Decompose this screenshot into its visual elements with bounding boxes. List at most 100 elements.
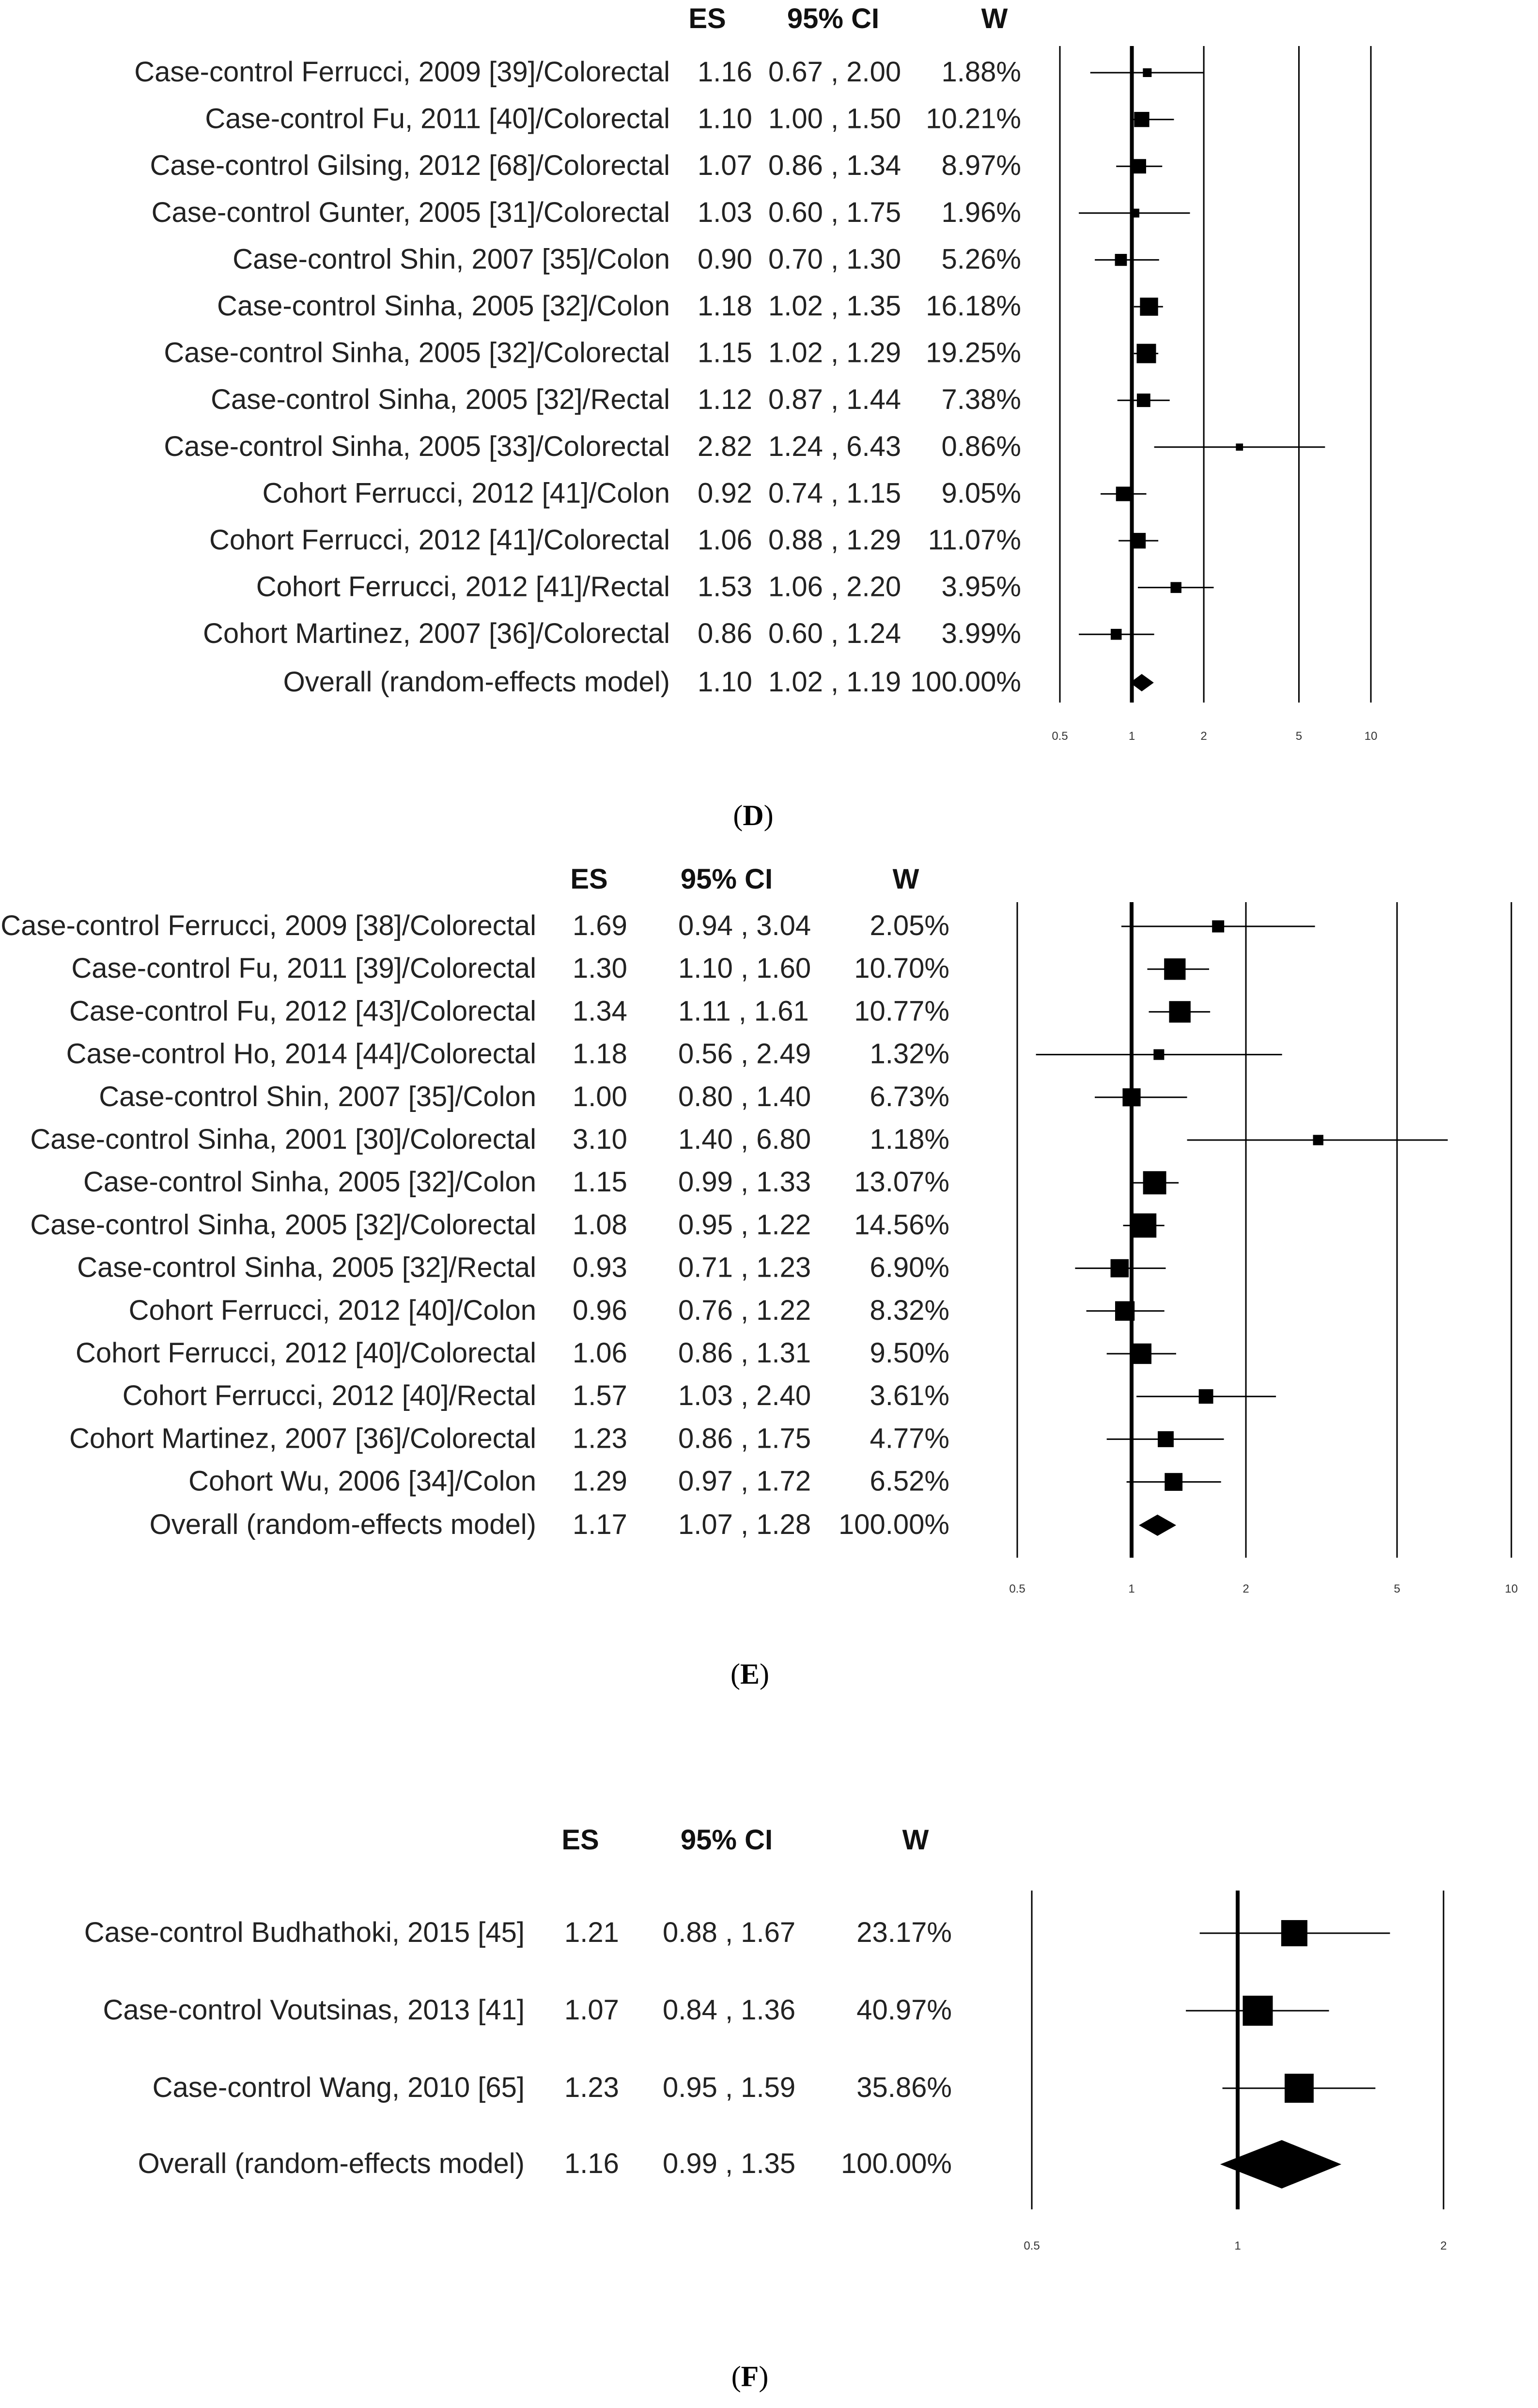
overall-ci: 0.99 , 1.35: [663, 2148, 795, 2179]
study-label: Case-control Fu, 2011 [40]/Colorectal: [205, 103, 670, 135]
study-label: Case-control Wang, 2010 [65]: [153, 2072, 525, 2103]
x-tick-label: 10: [1365, 730, 1378, 743]
study-weight: 3.61%: [870, 1380, 949, 1411]
study-label: Case-control Shin, 2007 [35]/Colon: [99, 1081, 536, 1112]
study-point-box: [1131, 1343, 1152, 1364]
study-point-box: [1158, 1431, 1174, 1447]
overall-label: Overall (random-effects model): [150, 1509, 536, 1540]
study-label: Cohort Wu, 2006 [34]/Colon: [188, 1466, 536, 1497]
study-weight: 4.77%: [870, 1423, 949, 1454]
study-label: Case-control Sinha, 2005 [32]/Rectal: [211, 384, 670, 415]
study-ci: 0.86 , 1.31: [678, 1337, 811, 1369]
study-ci: 1.10 , 1.60: [678, 953, 811, 984]
study-label: Cohort Ferrucci, 2012 [40]/Colon: [129, 1295, 536, 1326]
x-tick-label: 10: [1505, 1582, 1518, 1595]
overall-diamond: [1130, 674, 1154, 691]
study-es: 0.93: [573, 1252, 627, 1283]
study-label: Case-control Gunter, 2005 [31]/Colorecta…: [152, 197, 670, 228]
study-weight: 1.88%: [942, 56, 1021, 88]
study-es: 1.57: [573, 1380, 627, 1411]
study-point-box: [1284, 2074, 1314, 2103]
study-label: Cohort Ferrucci, 2012 [41]/Rectal: [256, 571, 670, 603]
study-es: 1.29: [573, 1466, 627, 1497]
x-tick-label: 0.5: [1009, 1582, 1025, 1595]
study-point-box: [1110, 1259, 1129, 1278]
study-ci: 0.67 , 2.00: [768, 56, 901, 88]
study-point-box: [1281, 1920, 1307, 1947]
study-ci: 0.76 , 1.22: [678, 1295, 811, 1326]
x-tick-label: 2: [1243, 1582, 1249, 1595]
study-es: 1.06: [573, 1337, 627, 1369]
x-tick-label: 5: [1296, 730, 1302, 743]
study-weight: 35.86%: [856, 2072, 952, 2103]
x-tick-label: 1: [1129, 730, 1135, 743]
study-es: 1.18: [573, 1038, 627, 1070]
header-95ci: 95% CI: [681, 1824, 773, 1856]
study-ci: 0.87 , 1.44: [768, 384, 901, 415]
panel-caption: (D): [733, 799, 773, 831]
study-weight: 10.77%: [854, 995, 949, 1027]
study-ci: 0.94 , 3.04: [678, 910, 811, 941]
overall-ci: 1.02 , 1.19: [768, 666, 901, 698]
study-ci: 0.84 , 1.36: [663, 1994, 795, 2026]
panel-caption: (F): [731, 2361, 769, 2392]
study-ci: 0.86 , 1.34: [768, 150, 901, 181]
study-ci: 0.80 , 1.40: [678, 1081, 811, 1112]
study-weight: 3.99%: [942, 618, 1021, 649]
study-es: 1.03: [698, 197, 752, 228]
study-point-box: [1143, 1171, 1166, 1195]
study-weight: 8.32%: [870, 1295, 949, 1326]
study-es: 3.10: [573, 1124, 627, 1155]
study-weight: 0.86%: [942, 431, 1021, 462]
caption-close-paren: ): [764, 799, 774, 831]
caption-close-paren: ): [760, 1658, 769, 1690]
study-es: 1.12: [698, 384, 752, 415]
caption-open-paren: (: [733, 799, 743, 831]
study-ci: 0.56 , 2.49: [678, 1038, 811, 1070]
study-weight: 1.96%: [942, 197, 1021, 228]
study-point-box: [1132, 159, 1146, 174]
study-ci: 0.70 , 1.30: [768, 243, 901, 275]
study-ci: 0.95 , 1.22: [678, 1209, 811, 1240]
study-weight: 6.90%: [870, 1252, 949, 1283]
study-weight: 19.25%: [926, 337, 1021, 369]
caption-open-paren: (: [730, 1658, 740, 1690]
caption-letter: D: [743, 799, 763, 831]
overall-weight: 100.00%: [839, 1509, 949, 1540]
caption-close-paren: ): [759, 2361, 768, 2392]
x-tick-label: 0.5: [1052, 730, 1068, 743]
study-es: 1.23: [564, 2072, 619, 2103]
study-label: Case-control Ferrucci, 2009 [38]/Colorec…: [0, 910, 536, 941]
header-es: ES: [570, 863, 607, 895]
study-es: 1.00: [573, 1081, 627, 1112]
study-label: Cohort Ferrucci, 2012 [41]/Colon: [263, 477, 670, 509]
study-label: Cohort Ferrucci, 2012 [40]/Colorectal: [76, 1337, 536, 1369]
study-weight: 6.52%: [870, 1466, 949, 1497]
caption-letter: E: [740, 1658, 760, 1690]
study-weight: 9.05%: [942, 477, 1021, 509]
study-point-box: [1136, 393, 1150, 407]
study-ci: 1.03 , 2.40: [678, 1380, 811, 1411]
study-ci: 0.86 , 1.75: [678, 1423, 811, 1454]
study-es: 1.15: [698, 337, 752, 369]
study-es: 1.23: [573, 1423, 627, 1454]
x-tick-label: 5: [1394, 1582, 1400, 1595]
x-tick-label: 1: [1128, 1582, 1134, 1595]
study-es: 1.69: [573, 910, 627, 941]
overall-weight: 100.00%: [841, 2148, 952, 2179]
study-weight: 40.97%: [856, 1994, 952, 2026]
panel-caption: (E): [730, 1658, 769, 1690]
study-point-box: [1170, 582, 1181, 593]
study-ci: 1.02 , 1.35: [768, 290, 901, 322]
header-es: ES: [561, 1824, 599, 1856]
study-es: 1.53: [698, 571, 752, 603]
study-es: 2.82: [698, 431, 752, 462]
study-weight: 14.56%: [854, 1209, 949, 1240]
header-es: ES: [688, 3, 726, 34]
study-weight: 10.21%: [926, 103, 1021, 135]
study-label: Cohort Martinez, 2007 [36]/Colorectal: [69, 1423, 536, 1454]
study-label: Cohort Ferrucci, 2012 [41]/Colorectal: [209, 524, 670, 556]
study-label: Case-control Fu, 2012 [43]/Colorectal: [69, 995, 536, 1027]
overall-es: 1.10: [698, 666, 752, 698]
study-point-box: [1116, 486, 1131, 501]
